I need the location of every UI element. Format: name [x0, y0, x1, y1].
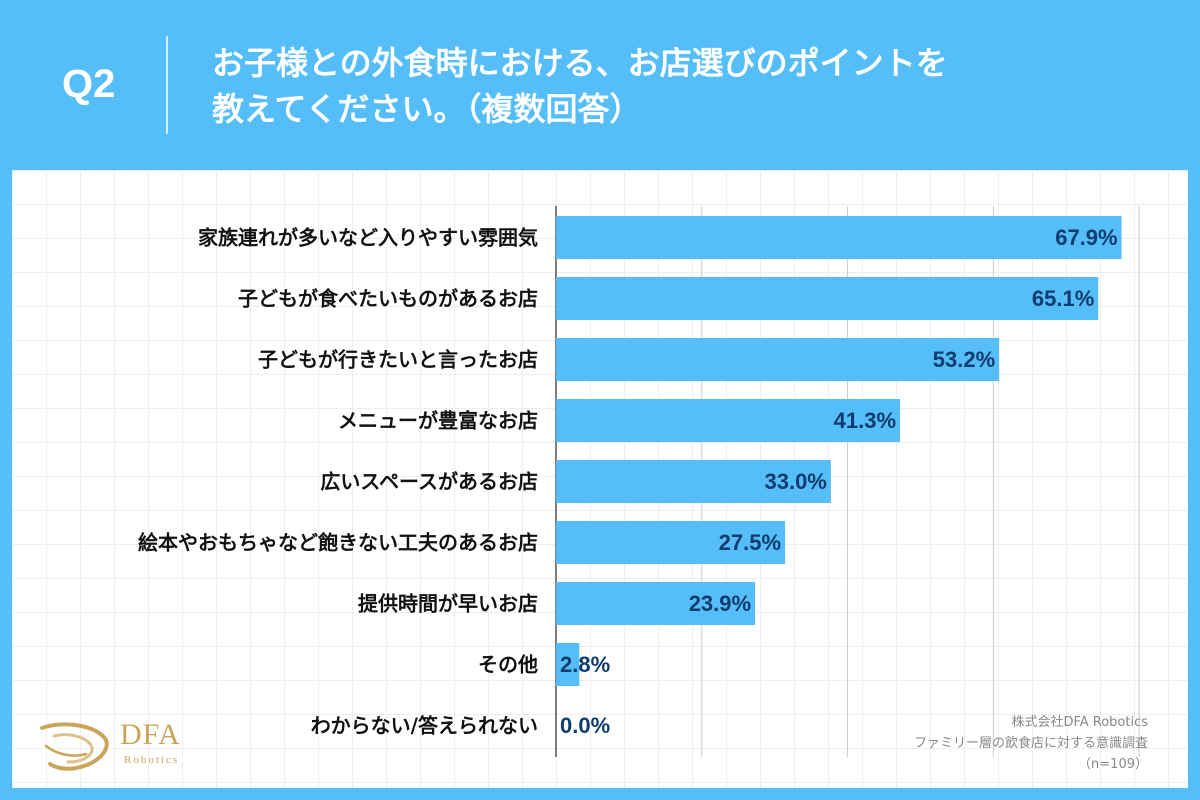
value-label: 41.3% — [834, 408, 896, 433]
dfa-logo-text: DFA — [120, 718, 181, 751]
value-label: 67.9% — [1055, 225, 1117, 250]
dfa-logo-mark-icon — [40, 722, 109, 771]
category-label: 提供時間が早いお店 — [358, 592, 538, 616]
question-title: お子様との外食時における、お店選びのポイントを 教えてください。（複数回答） — [212, 40, 1172, 132]
value-label: 23.9% — [689, 591, 751, 616]
title-line-1: お子様との外食時における、お店選びのポイントを — [212, 44, 948, 82]
source-survey: ファミリー層の飲食店に対する意識調査 — [913, 736, 1148, 751]
header: Q2 お子様との外食時における、お店選びのポイントを 教えてください。（複数回答… — [0, 0, 1200, 170]
question-label: Q2 — [62, 62, 116, 106]
value-label: 53.2% — [933, 347, 995, 372]
category-label: 家族連れが多いなど入りやすい雰囲気 — [198, 226, 538, 250]
bar — [556, 643, 580, 686]
dfa-logo: DFA Robotics — [36, 718, 180, 774]
chart-panel: 家族連れが多いなど入りやすい雰囲気 67.9% 子どもが食べたいものがあるお店 65.… — [12, 170, 1188, 788]
bar-chart: 家族連れが多いなど入りやすい雰囲気 67.9% 子どもが食べたいものがあるお店 65.… — [138, 206, 1140, 757]
value-label: 33.0% — [764, 469, 826, 494]
source-note: 株式会社DFA Robotics ファミリー層の飲食店に対する意識調査 （n=1… — [914, 712, 1148, 775]
bar — [556, 216, 1122, 259]
header-divider — [166, 36, 168, 134]
bar — [556, 460, 831, 503]
title-line-2: 教えてください。（複数回答） — [212, 90, 642, 128]
bar — [556, 399, 901, 442]
category-label: 絵本やおもちゃなど飽きない工夫のあるお店 — [138, 531, 538, 555]
category-label: その他 — [478, 653, 538, 677]
category-label: 子どもが食べたいものがあるお店 — [238, 287, 538, 311]
bar — [556, 338, 1000, 381]
dfa-logo-subtext: Robotics — [124, 754, 180, 766]
category-label: メニューが豊富なお店 — [338, 409, 538, 433]
category-label: わからない/答えられない — [311, 714, 538, 738]
value-label: 65.1% — [1032, 286, 1094, 311]
value-label: 27.5% — [719, 530, 781, 555]
category-label: 広いスペースがあるお店 — [320, 470, 538, 494]
value-label: 0.0% — [560, 713, 610, 738]
bar — [556, 582, 756, 625]
source-sample: （n=109） — [1078, 757, 1148, 772]
bar — [556, 277, 1099, 320]
source-company: 株式会社DFA Robotics — [1011, 715, 1148, 730]
category-label: 子どもが行きたいと言ったお店 — [258, 348, 538, 372]
value-label: 2.8% — [560, 652, 610, 677]
bar — [556, 521, 786, 564]
